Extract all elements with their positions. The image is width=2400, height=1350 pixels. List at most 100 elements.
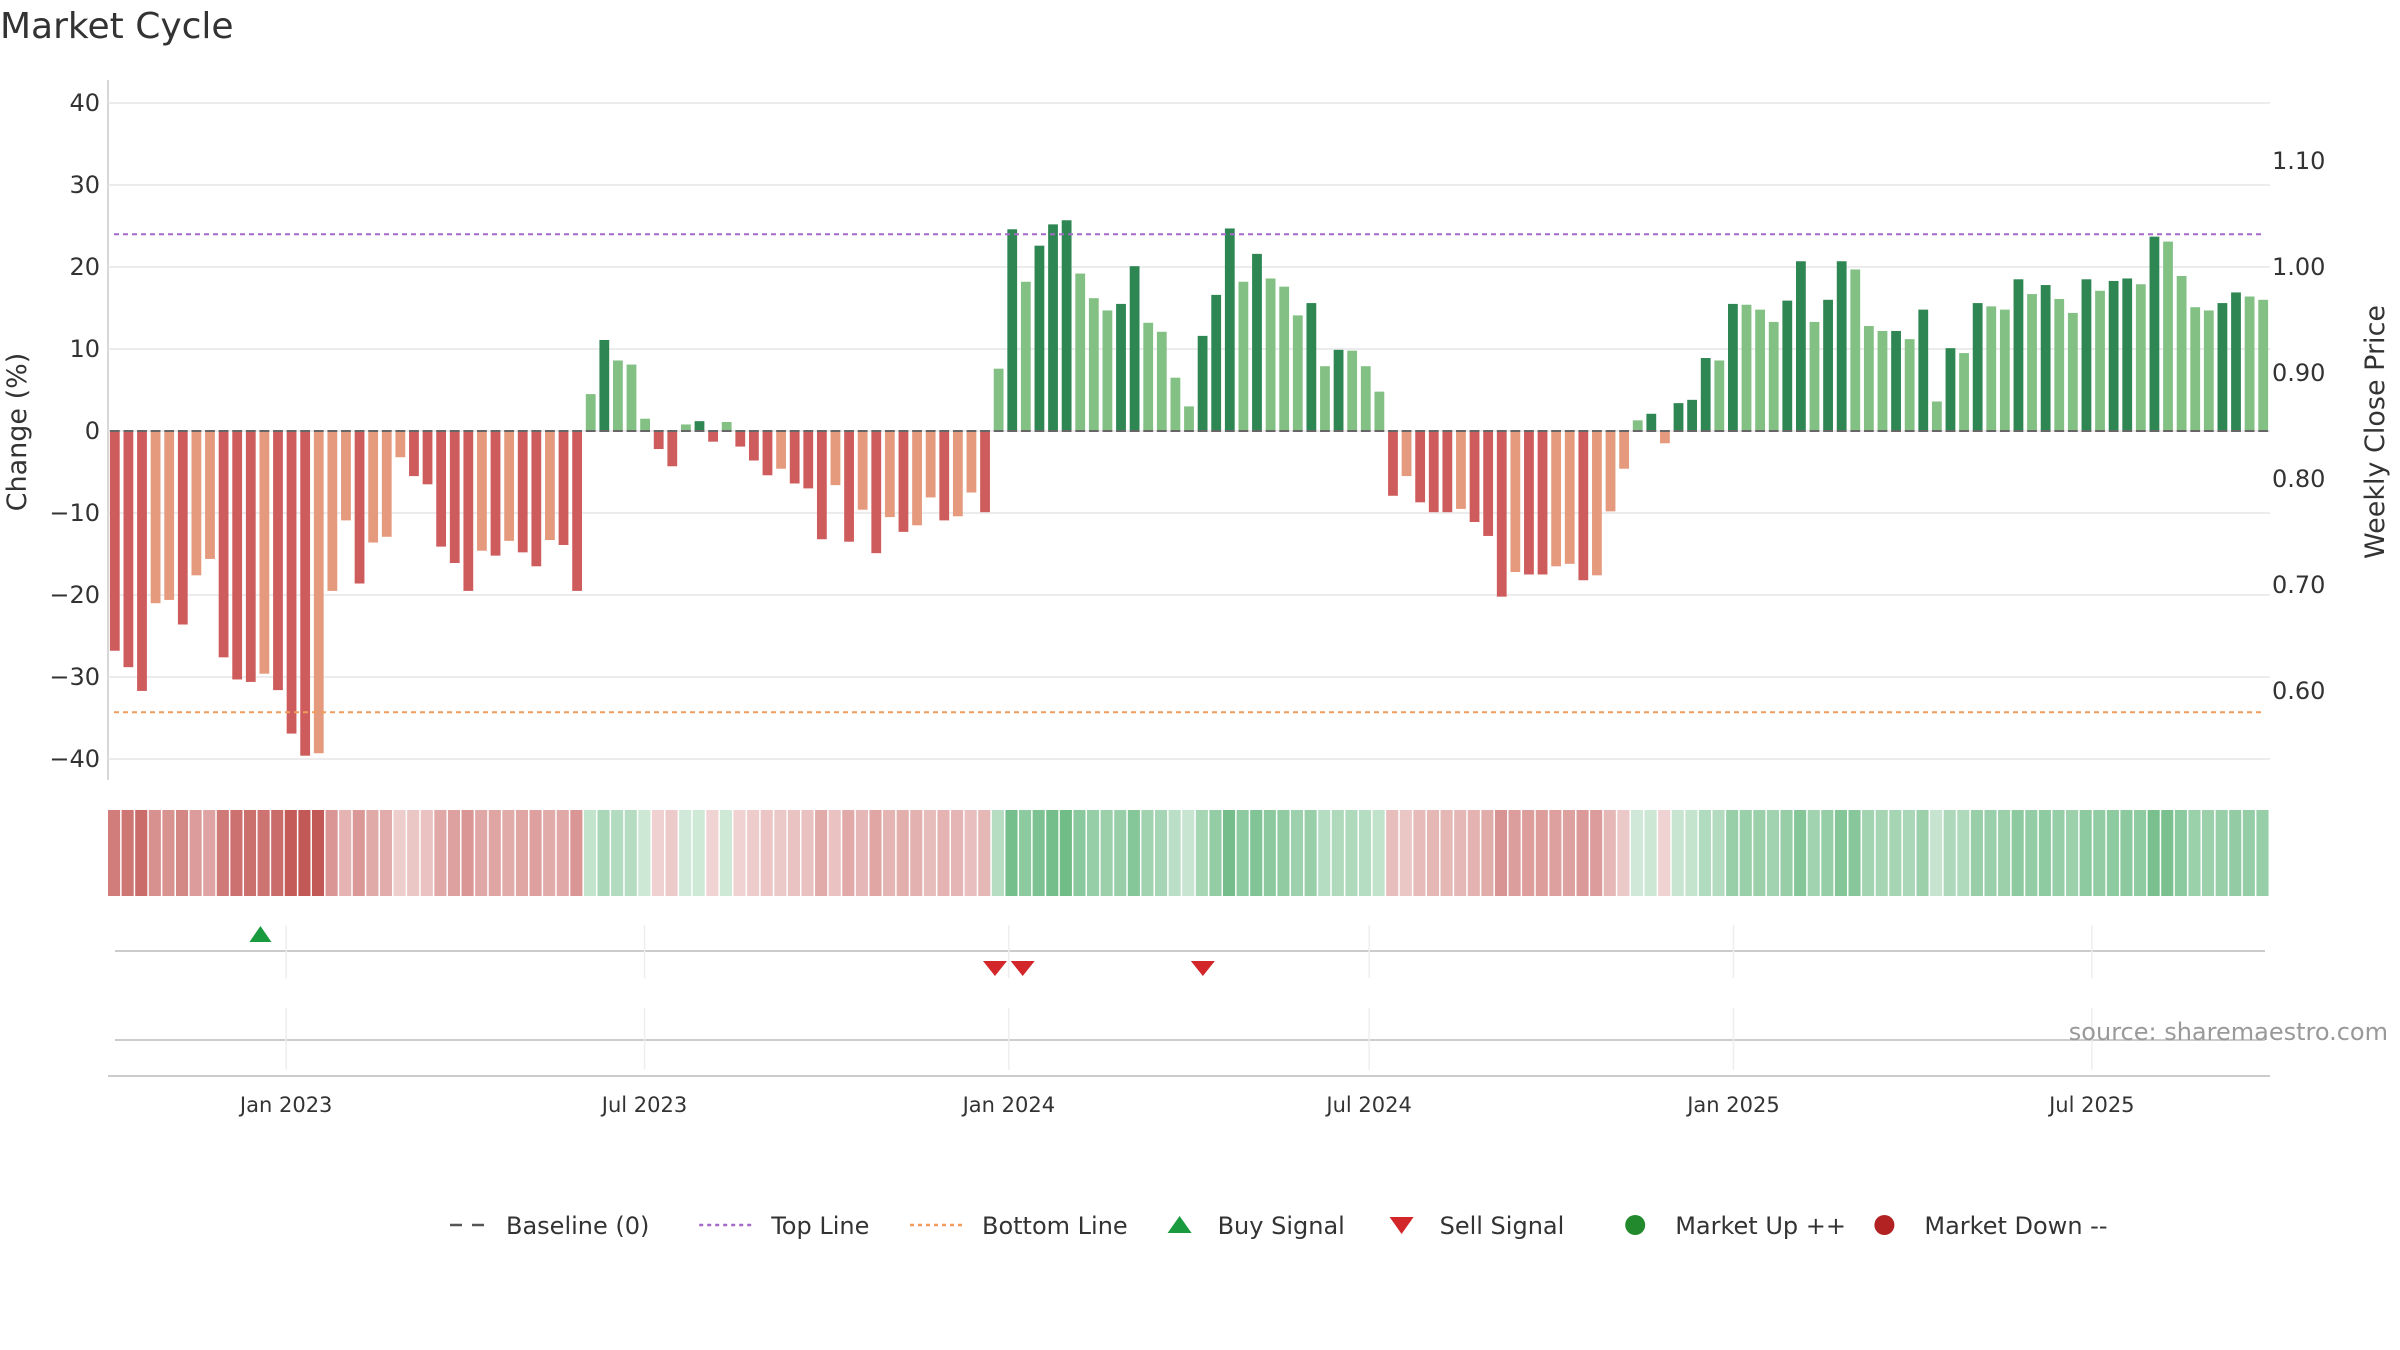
bar xyxy=(1632,420,1643,431)
bar xyxy=(816,431,827,540)
heat-cell xyxy=(2011,810,2024,896)
heat-cell xyxy=(1671,810,1684,896)
bar xyxy=(966,431,977,493)
bar xyxy=(1347,350,1358,431)
heat-cell xyxy=(1263,810,1276,896)
heat-cell xyxy=(1100,810,1113,896)
bar xyxy=(205,431,215,559)
heat-cell xyxy=(978,810,991,896)
bar xyxy=(137,431,147,691)
bar xyxy=(857,431,868,510)
bar xyxy=(1252,253,1262,431)
heat-cell xyxy=(2188,810,2201,896)
bar xyxy=(925,431,936,498)
y2-axis-label: Weekly Close Price xyxy=(2360,305,2391,559)
bar xyxy=(830,431,841,486)
heat-cell xyxy=(1603,810,1616,896)
bar xyxy=(1238,281,1249,431)
bar xyxy=(327,431,338,591)
heat-cell xyxy=(1821,810,1834,896)
bar xyxy=(422,431,433,485)
bar xyxy=(789,431,800,484)
bar xyxy=(1673,403,1684,431)
bar xyxy=(245,431,256,682)
heat-cell xyxy=(1386,810,1399,896)
heat-cell xyxy=(1970,810,1983,896)
sell-signal-marker xyxy=(1190,961,1215,976)
legend-item: Bottom Line xyxy=(910,1212,1128,1240)
heat-cell xyxy=(447,810,461,896)
heat-cell xyxy=(2202,810,2215,896)
bar xyxy=(300,431,311,756)
heat-cell xyxy=(1168,810,1181,896)
heat-cell xyxy=(2256,810,2269,896)
y2-tick-label: 1.00 xyxy=(2272,253,2325,281)
heat-cell xyxy=(842,810,855,896)
bar xyxy=(1116,303,1126,431)
heat-cell xyxy=(148,810,161,896)
heat-cell xyxy=(1413,810,1426,896)
heat-cell xyxy=(1617,810,1630,896)
bar xyxy=(477,431,487,551)
heat-cell xyxy=(2106,810,2119,896)
heat-cell xyxy=(583,810,597,896)
x-axis-ticks: Jan 2023 Jul 2023 Jan 2024 Jul 2024 Jan 2025… xyxy=(238,1093,2135,1117)
heat-cell xyxy=(1467,810,1480,896)
bar xyxy=(871,431,882,554)
bar xyxy=(898,431,909,532)
source-credit: source: sharemaestro.com xyxy=(2069,1018,2388,1046)
heat-cell xyxy=(1562,810,1576,896)
bar xyxy=(1265,278,1276,431)
heat-cell xyxy=(1481,810,1494,896)
bar xyxy=(449,431,460,564)
bar xyxy=(1741,304,1752,431)
bar xyxy=(2040,285,2051,431)
bar xyxy=(2081,279,2092,431)
bar xyxy=(504,431,515,541)
bar xyxy=(626,364,637,431)
heat-cell xyxy=(1494,810,1508,896)
x-tick-label: Jan 2023 xyxy=(238,1093,333,1117)
bar xyxy=(776,431,786,469)
bar xyxy=(2217,303,2228,431)
heat-cell xyxy=(379,810,393,896)
bar xyxy=(1877,330,1888,431)
bar xyxy=(640,418,650,431)
chart-title: Market Cycle xyxy=(0,6,234,47)
reference-lines xyxy=(114,233,2264,714)
legend-item: Top Line xyxy=(699,1212,869,1240)
bar xyxy=(1211,294,1222,431)
heat-cell xyxy=(1440,810,1453,896)
bar xyxy=(1931,401,1942,431)
bar xyxy=(2067,312,2078,431)
bar xyxy=(1048,224,1058,431)
heat-cell xyxy=(1426,810,1440,896)
heat-cell xyxy=(502,810,515,896)
bar xyxy=(939,431,950,521)
heat-cell xyxy=(1834,810,1847,896)
heat-cell xyxy=(883,810,896,896)
heat-cell xyxy=(407,810,420,896)
bar xyxy=(1306,303,1317,431)
bar xyxy=(2108,280,2119,431)
bar xyxy=(1687,399,1698,431)
heat-cell xyxy=(2120,810,2133,896)
heat-cell xyxy=(366,810,379,896)
legend-label: Baseline (0) xyxy=(506,1212,649,1240)
bar xyxy=(1700,358,1711,431)
heat-cell xyxy=(760,810,773,896)
legend-circle-swatch xyxy=(1874,1215,1895,1235)
heat-cell xyxy=(2093,810,2106,896)
bar xyxy=(2258,299,2269,431)
heat-cell xyxy=(1630,810,1644,896)
heat-cell xyxy=(1766,810,1779,896)
bar xyxy=(1415,431,1426,503)
bar xyxy=(1197,335,1208,431)
bar xyxy=(1537,431,1548,575)
heat-cell xyxy=(665,810,678,896)
heat-cell xyxy=(175,810,189,896)
legend: Baseline (0) Top Line Bottom Line Buy Signa… xyxy=(450,1212,2107,1240)
heat-cell xyxy=(815,810,828,896)
bar xyxy=(545,431,555,541)
heat-cell xyxy=(1087,810,1100,896)
